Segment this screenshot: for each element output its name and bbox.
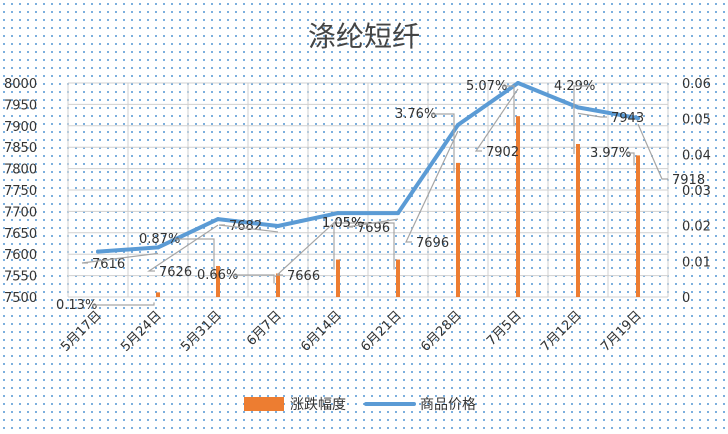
price-label-leader xyxy=(577,112,607,118)
y-left-tick-label: 7800 xyxy=(4,163,37,178)
x-tick-label: 5月31日 xyxy=(178,308,225,355)
bar xyxy=(216,265,220,297)
price-label-leader xyxy=(405,130,459,243)
price-point xyxy=(336,211,340,216)
bar xyxy=(276,273,280,297)
bar-data-label: 0.66% xyxy=(197,268,238,283)
price-label-leader xyxy=(81,252,159,264)
bar-data-label: 3.76% xyxy=(395,107,436,122)
y-left-tick-label: 7900 xyxy=(4,120,37,135)
bar xyxy=(156,292,160,297)
price-point xyxy=(396,211,400,216)
bar-data-label: 3.97% xyxy=(590,146,631,161)
price-data-label: 7682 xyxy=(229,219,262,234)
bar xyxy=(336,259,340,297)
bar-data-label: 0.87% xyxy=(139,232,180,247)
bar-data-label: 0.13% xyxy=(56,298,97,313)
y-left-tick-label: 7750 xyxy=(4,184,37,199)
bar-label-leader xyxy=(175,238,215,276)
price-data-label: 7666 xyxy=(287,269,320,284)
price-point xyxy=(156,245,160,250)
bar-label-leader xyxy=(431,113,455,173)
y-right-tick-label: 0.01 xyxy=(682,255,711,270)
price-label-leader xyxy=(147,224,219,272)
x-tick-label: 7月12日 xyxy=(538,308,585,355)
y-left-tick-label: 7600 xyxy=(4,248,37,263)
y-left-tick-label: 7950 xyxy=(4,98,37,113)
bar-label-leader xyxy=(92,302,155,306)
price-data-label: 7943 xyxy=(611,111,644,126)
price-data-label: 7902 xyxy=(486,145,519,160)
legend-bar-label: 涨跌幅度 xyxy=(290,397,346,413)
x-tick-label: 6月28日 xyxy=(418,308,465,355)
price-data-label: 7626 xyxy=(159,265,192,280)
price-label-leader xyxy=(218,224,279,233)
x-tick-label: 5月17日 xyxy=(58,308,105,355)
y-left-tick-label: 7550 xyxy=(4,270,37,285)
x-tick-label: 7月19日 xyxy=(598,308,645,355)
x-tick-label: 6月7日 xyxy=(244,308,285,349)
price-point xyxy=(516,81,520,85)
bar-data-label: 5.07% xyxy=(466,79,507,94)
legend-bar-swatch xyxy=(244,397,284,411)
price-label-leader xyxy=(637,123,668,180)
y-left-tick-label: 7700 xyxy=(4,205,37,220)
bar-label-leader xyxy=(573,85,590,154)
bar-label-leader xyxy=(233,274,275,284)
price-point xyxy=(96,249,100,254)
price-point xyxy=(456,122,460,127)
y-right-tick-label: 0.03 xyxy=(682,184,711,199)
y-right-tick-label: 0.05 xyxy=(682,113,711,128)
bar xyxy=(516,116,520,297)
y-left-tick-label: 8000 xyxy=(4,77,37,92)
y-left-tick-label: 7500 xyxy=(4,291,37,306)
bar xyxy=(576,143,580,297)
price-point xyxy=(576,105,580,110)
line-series xyxy=(96,81,640,254)
x-tick-label: 6月21日 xyxy=(358,308,405,355)
data-labels: 0.13%0.87%0.66%1.05%1.05%3.76%5.07% 4.29%… xyxy=(56,79,705,313)
x-tick-label: 5月24日 xyxy=(118,308,165,355)
x-tick-label: 7月5日 xyxy=(484,308,525,349)
price-data-label: 7918 xyxy=(672,173,705,188)
price-point xyxy=(636,116,640,121)
legend: 涨跌幅度 商品价格 xyxy=(244,397,476,413)
price-label-leader xyxy=(346,218,399,228)
y-right-tick-label: 0.04 xyxy=(682,148,711,163)
price-label-leader xyxy=(474,88,519,152)
price-point xyxy=(276,223,280,228)
price-data-label: 7696 xyxy=(416,236,449,251)
bar-series xyxy=(156,116,640,297)
legend-line-label: 商品价格 xyxy=(420,397,476,413)
y-left-tick-label: 7650 xyxy=(4,227,37,242)
bar-label-leader xyxy=(502,85,515,127)
y-right-tick-label: 0.02 xyxy=(682,220,711,235)
bar xyxy=(636,155,640,297)
bar-label-leader xyxy=(626,152,635,166)
chart-title: 涤纶短纤 xyxy=(308,20,420,53)
x-tick-label: 6月14日 xyxy=(298,308,345,355)
bar xyxy=(456,162,460,297)
price-label-leader xyxy=(275,218,339,276)
y-left-tick-label: 7850 xyxy=(4,141,37,156)
price-line xyxy=(96,81,640,254)
bar xyxy=(396,259,400,297)
price-point xyxy=(216,217,220,222)
y-right-tick-label: 0.06 xyxy=(682,77,711,92)
y-right-tick-label: 0 xyxy=(682,291,690,306)
